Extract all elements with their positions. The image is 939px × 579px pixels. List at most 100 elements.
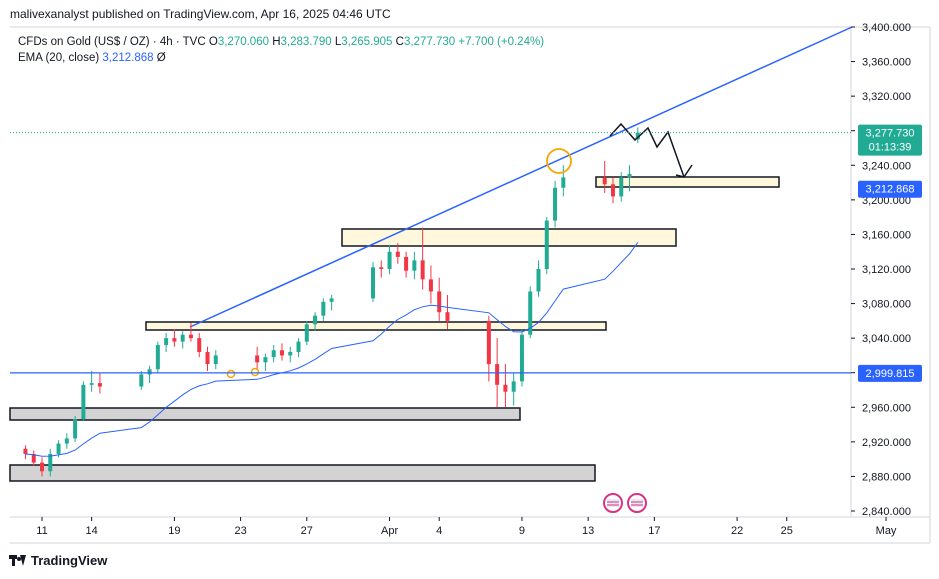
candle[interactable] (213, 350, 218, 370)
candle[interactable] (164, 332, 169, 352)
highlight-circle-top[interactable] (546, 148, 572, 174)
candle[interactable] (602, 160, 607, 193)
zone-3055[interactable] (145, 321, 607, 331)
candle-body (197, 338, 202, 352)
highlight-dot-right[interactable] (250, 367, 260, 377)
x-tick-label: 25 (781, 525, 793, 537)
candle[interactable] (321, 298, 326, 321)
candle[interactable] (420, 227, 425, 290)
zone-2885[interactable] (9, 464, 596, 482)
candle[interactable] (635, 127, 640, 143)
legend-high-key: H (272, 36, 281, 48)
candle-body (387, 251, 392, 269)
candle[interactable] (627, 165, 632, 192)
candle[interactable] (379, 260, 384, 278)
ema-line (25, 242, 639, 457)
legend-symbol[interactable]: CFDs on Gold (US$ / OZ) · 4h · TVC (18, 36, 206, 48)
candle[interactable] (553, 180, 558, 228)
candle-body (304, 324, 309, 342)
candle[interactable] (610, 177, 615, 204)
candle-body (420, 260, 425, 280)
zone-2955[interactable] (9, 407, 521, 421)
candle[interactable] (428, 265, 433, 304)
candle[interactable] (188, 322, 193, 342)
candle[interactable] (412, 251, 417, 280)
candle[interactable] (304, 320, 309, 346)
candle[interactable] (288, 346, 293, 363)
candle-body (139, 374, 144, 387)
candle[interactable] (404, 251, 409, 278)
tradingview-brand[interactable]: TradingView (9, 553, 107, 568)
highlight-dot-left[interactable] (226, 369, 236, 379)
legend-ema-label[interactable]: EMA (20, close) (18, 52, 100, 64)
ema-price-tag[interactable]: 3,212.868 (858, 180, 922, 198)
candle[interactable] (313, 312, 318, 332)
candle-body (379, 267, 384, 269)
candle-body (602, 177, 607, 185)
zone-3225[interactable] (595, 176, 780, 188)
candle[interactable] (23, 445, 28, 460)
candle-body (40, 462, 44, 472)
candle[interactable] (139, 370, 144, 390)
last-price-tag[interactable]: 3,277.730 01:13:39 (858, 124, 922, 156)
y-tick-label: 3,400.000 (862, 22, 911, 34)
candle[interactable] (536, 260, 541, 297)
candle[interactable] (279, 343, 284, 361)
candle-body (627, 173, 632, 178)
candle[interactable] (445, 294, 450, 330)
candle-body (255, 355, 260, 363)
candle-body (97, 383, 102, 387)
candle[interactable] (180, 331, 185, 349)
last-price-tag-text: 01:13:39 (869, 142, 912, 154)
y-tick-label: 3,040.000 (862, 333, 911, 345)
candle[interactable] (561, 165, 566, 197)
candle[interactable] (97, 372, 102, 394)
candle[interactable] (296, 338, 301, 358)
candle-body (528, 291, 533, 335)
candle[interactable] (155, 341, 160, 373)
candle-body (503, 384, 508, 392)
economic-events[interactable] (603, 493, 647, 513)
projection-arrowhead (675, 164, 693, 178)
candle[interactable] (255, 346, 260, 370)
candle[interactable] (329, 294, 334, 311)
candle[interactable] (519, 329, 524, 387)
candle[interactable] (64, 433, 69, 449)
zone-3165[interactable] (341, 228, 677, 247)
level-price-tag[interactable]: 2,999.815 (858, 364, 922, 382)
candle[interactable] (371, 262, 375, 302)
ascending-trendline[interactable] (189, 26, 853, 328)
candle[interactable] (387, 244, 392, 275)
candle[interactable] (172, 329, 177, 347)
candle[interactable] (528, 286, 533, 339)
candle[interactable] (89, 370, 94, 392)
candle[interactable] (263, 353, 268, 371)
candle[interactable] (31, 450, 36, 467)
candle[interactable] (486, 315, 491, 382)
candle[interactable] (197, 332, 202, 358)
candle[interactable] (395, 243, 400, 264)
legend-ema-row: EMA (20, close) 3,212.868 Ø (18, 50, 544, 66)
candle[interactable] (147, 365, 152, 384)
candle-body (635, 132, 640, 140)
candle[interactable] (81, 381, 86, 422)
candle[interactable] (40, 457, 44, 477)
candle[interactable] (503, 364, 508, 408)
candle[interactable] (619, 172, 624, 202)
candle[interactable] (271, 345, 276, 363)
candle[interactable] (48, 448, 53, 477)
candle-body (371, 267, 375, 299)
candle[interactable] (205, 346, 210, 371)
candle-body (172, 338, 177, 342)
y-tick-label: 2,880.000 (862, 471, 911, 483)
x-tick-label: 23 (234, 525, 246, 537)
ema-price-tag-bg (858, 180, 922, 198)
legend-ema-value: 3,212.868 (102, 52, 154, 64)
candle[interactable] (544, 217, 549, 275)
candle[interactable] (511, 372, 516, 406)
candles-layer (23, 127, 640, 477)
projection-path[interactable] (609, 122, 685, 178)
candle[interactable] (437, 277, 442, 321)
candle[interactable] (73, 415, 78, 442)
